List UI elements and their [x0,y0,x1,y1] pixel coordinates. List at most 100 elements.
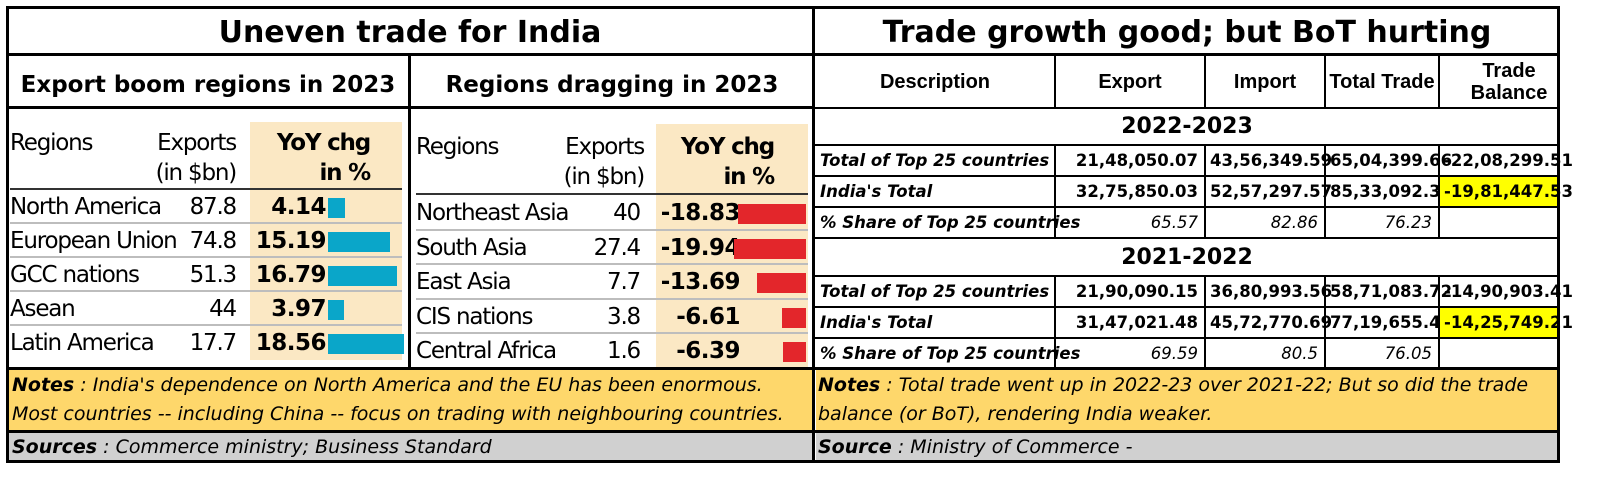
cell-desc: Total of Top 25 countries [820,282,1050,301]
eb-yoy: 16.79 [255,262,327,288]
dr-exports: 27.4 [593,234,642,261]
dr-bar [756,273,806,293]
eb-col-yoy-2: in % [319,160,371,186]
hdr-description: Description [879,71,991,93]
cell-total: 77,19,655.45 [1330,313,1453,332]
cell-import: 82.86 [1270,213,1318,232]
border-rh-4 [1438,54,1440,108]
dr-col-exports-2: (in $bn) [563,164,646,190]
dr-exports: 7.7 [607,269,641,295]
dr-exports: 1.6 [607,338,641,364]
border-right [1557,6,1560,463]
dr-region: Central Africa [416,338,557,364]
right-notes-text: : Total trade went up in 2022-23 over 20… [818,374,1529,425]
border-top [6,6,1560,9]
cell-export: 65.57 [1150,213,1198,232]
col-rule [1204,208,1206,239]
border-left [6,6,9,463]
cell-import: 80.5 [1281,344,1318,363]
eb-region: Latin America [10,330,155,356]
eb-bar [328,300,345,320]
eb-region: European Union [10,228,178,254]
cell-import: 43,56,349.59 [1210,151,1333,170]
right-notes-label: Notes [818,374,881,396]
eb-col-region: Regions [10,130,94,156]
right-notes-box [816,370,1558,430]
border-bottom [6,460,1560,463]
year-heading: 2022-2023 [1121,114,1253,139]
col-rule [1054,208,1056,239]
col-rule [1204,308,1206,339]
dragging-heading: Regions dragging in 2023 [445,72,779,98]
eb-bar [328,198,345,218]
cell-total: 65,04,399.66 [1330,151,1453,170]
eb-exports: 74.8 [189,228,238,254]
left-sources: Sources : Commerce ministry; Business St… [12,432,492,462]
border-notes-top [6,367,1560,370]
border-center [812,6,815,463]
col-rule [1438,146,1440,177]
cell-export: 21,48,050.07 [1075,151,1198,170]
col-rule [1204,339,1206,370]
right-sources: Source : Ministry of Commerce - [818,432,1133,462]
col-rule [1054,146,1056,177]
eb-yoy: 4.14 [271,194,326,220]
border-title-bottom [6,53,1560,56]
col-rule [1438,208,1440,239]
dr-region: CIS nations [416,303,533,330]
eb-bar [328,334,405,354]
col-rule [1204,177,1206,208]
cell-balance: -14,90,903.41 [1444,282,1573,301]
export-boom-heading: Export boom regions in 2023 [20,72,396,98]
cell-import: 36,80,993.56 [1210,282,1333,301]
border-left-mid [408,53,411,368]
year-heading: 2021-2022 [1121,245,1253,270]
col-rule [1324,146,1326,177]
dr-row-rule [416,297,808,300]
cell-desc: India's Total [820,182,933,201]
eb-header-rule [10,188,402,190]
right-sources-box [816,432,1558,462]
eb-region: North America [10,194,162,220]
cell-balance: -22,08,299.51 [1444,151,1573,170]
eb-yoy: 18.56 [255,330,327,356]
dr-header-rule [416,193,808,195]
cell-total: 76.05 [1384,344,1432,363]
row-rule [814,175,1559,177]
cell-desc: Total of Top 25 countries [820,151,1050,170]
col-rule [1438,308,1440,339]
eb-bar [328,232,391,252]
hdr-trade-balance: Trade Balance [1470,60,1548,104]
dr-col-yoy-1: YoY chg [680,134,775,160]
col-rule [1054,339,1056,370]
dr-region: South Asia [416,234,528,261]
left-sources-box [8,432,814,462]
year-rule [814,275,1559,277]
right-sources-text: : Ministry of Commerce - [891,436,1133,458]
balance-highlight [1439,177,1558,206]
dr-col-region: Regions [416,134,500,160]
eb-bar [328,266,397,286]
row-rule [814,237,1559,239]
border-right-hdr-bottom [813,107,1559,109]
dr-bar [782,307,806,328]
eb-exports: 87.8 [189,194,238,220]
col-rule [1324,339,1326,370]
row-rule [814,306,1559,308]
cell-total: 58,71,083.72 [1330,282,1453,301]
year-rule [814,144,1559,146]
dr-yoy: -6.39 [676,338,740,364]
eb-yoy: 15.19 [255,228,327,254]
cell-export: 69.59 [1150,344,1198,363]
eb-row-rule [10,290,402,292]
eb-col-exports-1: Exports [157,130,237,156]
col-rule [1204,277,1206,308]
left-sources-label: Sources [12,436,98,458]
eb-region: Asean [10,296,76,322]
left-notes-box [8,370,814,430]
cell-desc: % Share of Top 25 countries [820,344,1081,363]
cell-total: 85,33,092.32 [1330,182,1453,201]
dr-row-rule [416,332,808,334]
cell-desc: India's Total [820,313,933,332]
eb-exports: 51.3 [189,262,238,288]
